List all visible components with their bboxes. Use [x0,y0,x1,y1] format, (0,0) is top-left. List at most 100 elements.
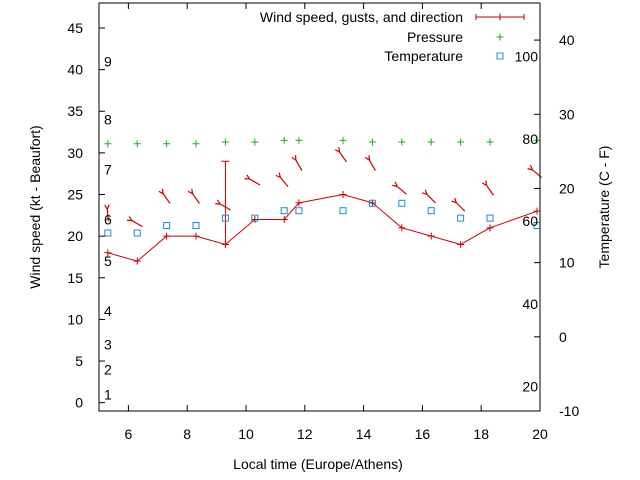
pressure-point [533,136,541,144]
pressure-point [104,140,112,148]
y-tick-label: 30 [67,145,83,161]
wind-speed-point [486,224,494,232]
wind-direction-arrow [364,155,376,171]
y2-tick-label: 40 [559,32,575,48]
wind-speed-point [398,224,406,232]
wind-direction-arrow [215,199,231,211]
x-tick-label: 20 [532,426,548,442]
legend-label-pressure: Pressure [407,29,463,45]
fahrenheit-label: 80 [522,131,538,147]
x-tick-label: 8 [183,426,191,442]
wind-direction-arrow [481,180,494,196]
y-tick-label: 15 [67,270,83,286]
temperature-point [133,229,141,237]
y-tick-label: 35 [67,103,83,119]
fahrenheit-label: 100 [515,48,539,64]
y-tick-label: 5 [75,353,83,369]
y-tick-label: 0 [75,395,83,411]
pressure-point [339,136,347,144]
temperature-point [486,214,494,222]
y2-tick-label: 30 [559,106,575,122]
wind-direction-arrow [104,204,110,222]
beaufort-label: 9 [104,53,112,69]
temperature-point [280,207,288,215]
wind-direction-arrow [158,188,171,204]
pressure-point [133,140,141,148]
pressure-point [486,138,494,146]
temperature-point [398,199,406,207]
temperature-point [457,214,465,222]
pressure-point [368,138,376,146]
pressure-point [280,136,288,144]
x-axis-label: Local time (Europe/Athens) [233,456,403,472]
temperature-point [104,229,112,237]
fahrenheit-label: 40 [522,296,538,312]
temperature-point [251,214,259,222]
legend-swatch-temperature [496,52,504,60]
y-tick-label: 10 [67,311,83,327]
wind-speed-point [339,191,347,199]
wind-direction-arrow [244,174,261,186]
x-tick-label: 12 [297,426,313,442]
pressure-point [398,138,406,146]
wind-speed-point [280,215,288,223]
wind-direction-arrow [187,188,200,204]
beaufort-label: 7 [104,162,112,178]
x-tick-label: 18 [473,426,489,442]
wind-direction-arrow [422,189,436,204]
wind-speed-point [427,232,435,240]
wind-speed-line [107,193,538,262]
fahrenheit-label: 20 [522,379,538,395]
wind-gust-bar [221,160,230,245]
y-tick-label: 25 [67,187,83,203]
legend-label-temperature: Temperature [384,48,463,64]
y2-tick-label: 20 [559,180,575,196]
y-tick-label: 20 [67,228,83,244]
x-tick-label: 14 [356,426,372,442]
legend-label-wind: Wind speed, gusts, and direction [260,9,463,25]
y2-tick-label: -10 [559,403,579,419]
pressure-point [221,138,229,146]
pressure-point [251,138,259,146]
wind-speed-point [133,257,141,265]
wind-direction-arrow [451,197,466,212]
beaufort-label: 8 [104,112,112,128]
wind-direction-arrow [126,216,143,228]
legend-swatch-pressure [496,33,504,41]
temperature-point [339,207,347,215]
wind-speed-point [192,232,200,240]
x-tick-label: 10 [238,426,254,442]
beaufort-label: 5 [104,253,112,269]
wind-direction-arrow [275,172,289,188]
beaufort-label: 4 [104,303,112,319]
fahrenheit-label: 60 [522,213,538,229]
wind-speed-point [163,232,171,240]
wind-speed-point [533,207,541,215]
temperature-point [221,214,229,222]
beaufort-label: 2 [104,361,112,377]
pressure-point [427,138,435,146]
y-axis-label: Wind speed (kt - Beaufort) [27,125,43,288]
temperature-point [427,207,435,215]
pressure-point [295,136,303,144]
y2-axis-label: Temperature (C - F) [596,146,612,269]
plot-frame [98,2,541,412]
wind-speed-point [457,240,465,248]
temperature-point [192,222,200,230]
beaufort-label: 1 [104,386,112,402]
temperature-point [295,207,303,215]
wind-direction-arrow [291,155,303,171]
x-tick-label: 6 [125,426,133,442]
pressure-point [163,140,171,148]
y2-tick-label: 10 [559,255,575,271]
beaufort-label: 6 [104,211,112,227]
wind-speed-point [104,249,112,257]
wind-direction-arrow [392,181,407,195]
pressure-point [457,138,465,146]
beaufort-label: 3 [104,336,112,352]
y-tick-label: 45 [67,20,83,36]
x-tick-label: 16 [415,426,431,442]
wind-speed-point [251,215,259,223]
temperature-point [368,199,376,207]
